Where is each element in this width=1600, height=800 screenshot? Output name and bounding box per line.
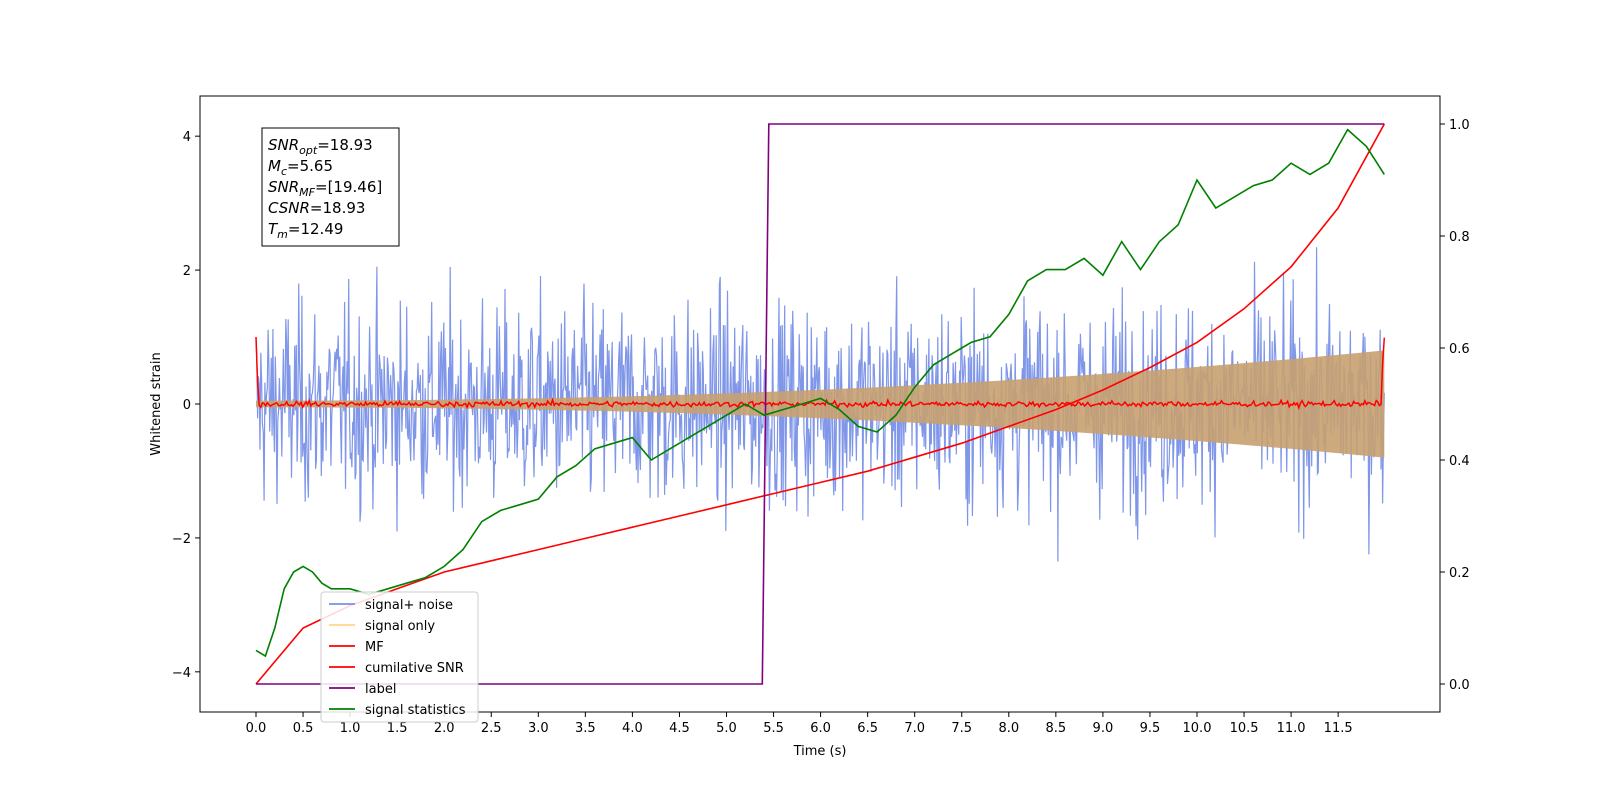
x-tick-label: 0.0 (246, 721, 267, 736)
plot-area (255, 123, 1386, 685)
annotation-symbol: SNR (268, 178, 299, 196)
annotation-subscript: m (277, 228, 288, 241)
x-axis: 0.0 0.5 1.0 1.5 2.0 2.5 3.0 3.5 4.0 4.5 5.0 5.5 6.0 6… (246, 712, 1353, 736)
annotation-line-mc: Mc=5.65 (268, 157, 333, 178)
x-tick-label: 1.0 (340, 721, 361, 736)
annotation-value: =18.93 (310, 199, 366, 217)
annotation-value: =12.49 (288, 220, 344, 238)
x-tick-label: 6.5 (857, 721, 878, 736)
x-tick-label: 5.5 (763, 721, 784, 736)
x-tick-label: 5.0 (716, 721, 737, 736)
annotation-symbol: M (268, 157, 281, 175)
y-axis-right: 1.0 0.8 0.6 0.4 0.2 0.0 (1440, 118, 1470, 693)
x-tick-label: 6.0 (810, 721, 831, 736)
y2-tick-label: 0.6 (1449, 342, 1470, 357)
annotation-value: =5.65 (287, 157, 333, 175)
y-tick-label: 0 (183, 398, 191, 413)
annotation-subscript: c (281, 165, 287, 178)
annotation-line-csnr: CSNR=18.93 (268, 199, 365, 217)
x-tick-label: 9.0 (1093, 721, 1114, 736)
legend-label: MF (365, 640, 384, 655)
annotation-subscript: MF (299, 186, 315, 199)
legend: signal+ noise signal only MF cumilative SNR… (320, 591, 479, 723)
x-tick-label: 10.0 (1183, 721, 1212, 736)
x-tick-label: 2.0 (434, 721, 455, 736)
x-tick-label: 11.0 (1277, 721, 1306, 736)
x-tick-label: 4.0 (622, 721, 643, 736)
x-tick-label: 10.5 (1230, 721, 1259, 736)
y2-tick-label: 0.0 (1449, 678, 1470, 693)
x-tick-label: 7.5 (951, 721, 972, 736)
annotation-value: =18.93 (317, 136, 373, 154)
x-tick-label: 7.0 (904, 721, 925, 736)
annotation-line-tm: Tm=12.49 (268, 220, 343, 241)
annotation-subscript: opt (299, 144, 318, 157)
x-tick-label: 9.5 (1140, 721, 1161, 736)
x-tick-label: 4.5 (669, 721, 690, 736)
y-tick-label: −2 (172, 532, 191, 547)
x-tick-label: 8.0 (998, 721, 1019, 736)
annotation-symbol: T (268, 220, 279, 238)
y-axis-left: 4 2 0 −2 −4 (172, 130, 200, 681)
series-mf (255, 336, 1386, 411)
y-tick-label: −4 (172, 666, 191, 681)
legend-label: signal only (365, 619, 435, 634)
x-tick-label: 1.5 (387, 721, 408, 736)
x-tick-label: 11.5 (1324, 721, 1353, 736)
series-label (256, 123, 1385, 685)
annotation-line-snr_mf: SNRMF=[19.46] (268, 178, 382, 199)
x-tick-label: 8.5 (1046, 721, 1067, 736)
y2-tick-label: 0.2 (1449, 566, 1470, 581)
y2-tick-label: 1.0 (1449, 118, 1470, 133)
y-tick-label: 4 (183, 130, 191, 145)
legend-label: label (365, 682, 396, 697)
legend-label: cumilative SNR (365, 661, 464, 676)
y-axis-label: Whitened strain (149, 352, 164, 455)
y2-tick-label: 0.8 (1449, 230, 1470, 245)
x-tick-label: 0.5 (293, 721, 314, 736)
annotation-value: =[19.46] (315, 178, 382, 196)
annotation-box: SNRopt=18.93Mc=5.65SNRMF=[19.46]CSNR=18.… (261, 127, 400, 247)
x-axis-label: Time (s) (793, 744, 847, 759)
x-tick-label: 2.5 (481, 721, 502, 736)
y2-tick-label: 0.4 (1449, 454, 1470, 469)
y-tick-label: 2 (183, 264, 191, 279)
legend-label: signal+ noise (365, 598, 453, 613)
annotation-symbol: SNR (268, 136, 299, 154)
annotation-line-snr_opt: SNRopt=18.93 (268, 136, 373, 157)
series-cumulative-snr (255, 123, 1386, 685)
x-tick-label: 3.0 (528, 721, 549, 736)
annotation-symbol: CSNR (268, 199, 310, 217)
legend-label: signal statistics (365, 703, 466, 718)
x-tick-label: 3.5 (575, 721, 596, 736)
legend-frame (320, 591, 479, 723)
annotation-frame (261, 127, 400, 247)
